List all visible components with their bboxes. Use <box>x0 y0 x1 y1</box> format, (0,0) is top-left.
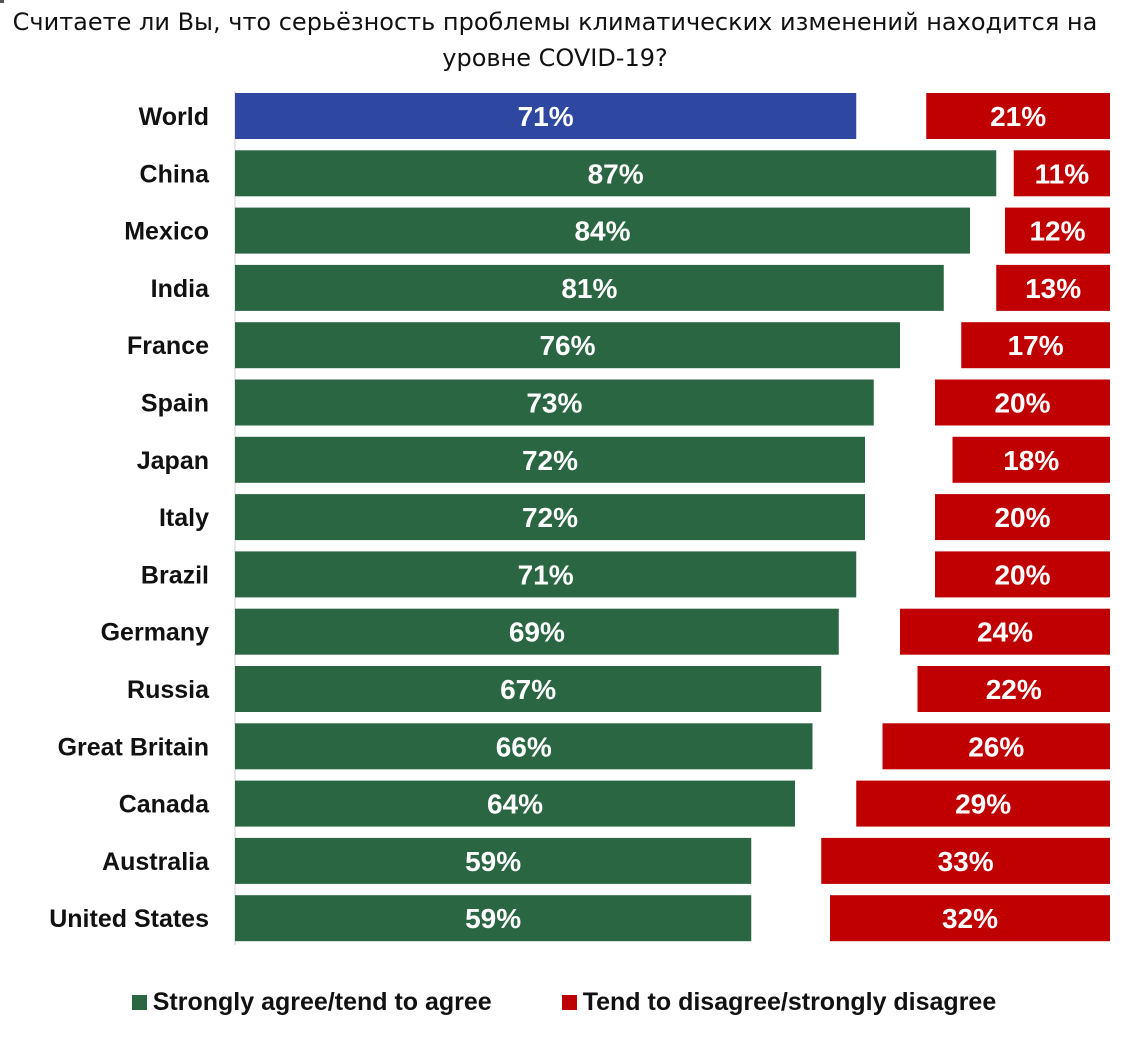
value-label-agree-great-britain: 66% <box>496 731 552 762</box>
bar-agree-italy <box>235 494 865 541</box>
value-label-agree-italy: 72% <box>522 502 578 533</box>
value-label-agree-canada: 64% <box>487 789 543 820</box>
category-label-germany: Germany <box>101 619 209 647</box>
category-label-japan: Japan <box>137 447 209 475</box>
value-label-disagree-italy: 20% <box>994 502 1050 533</box>
category-label-russia: Russia <box>127 676 210 704</box>
bar-agree-great-britain <box>235 723 813 770</box>
legend-swatch-agree <box>131 995 147 1010</box>
bar-agree-spain <box>235 379 874 426</box>
legend-swatch-disagree <box>561 995 577 1010</box>
category-label-world: World <box>139 103 209 131</box>
bar-disagree-canada <box>856 780 1110 827</box>
category-label-united-states: United States <box>49 905 209 933</box>
bar-disagree-italy <box>935 494 1110 541</box>
value-label-disagree-india: 13% <box>1025 273 1081 304</box>
value-label-disagree-japan: 18% <box>1003 445 1059 476</box>
value-label-agree-united-states: 59% <box>465 903 521 934</box>
value-label-disagree-germany: 24% <box>977 617 1033 648</box>
value-label-disagree-brazil: 20% <box>994 559 1050 590</box>
value-label-disagree-mexico: 12% <box>1029 216 1085 247</box>
bar-chart: World 71% 21% China 87% 11% Mexico 84% 12% India 8… <box>49 91 1110 946</box>
bar-agree-world <box>235 93 857 139</box>
category-label-mexico: Mexico <box>124 218 209 246</box>
value-label-disagree-russia: 22% <box>986 674 1042 705</box>
legend-item-disagree: Tend to disagree/strongly disagree <box>561 988 997 1017</box>
bar-disagree-great-britain <box>882 723 1110 770</box>
category-label-brazil: Brazil <box>141 561 209 589</box>
bar-disagree-mexico <box>1005 207 1110 254</box>
bar-disagree-france <box>961 322 1110 369</box>
bar-agree-mexico <box>235 207 970 254</box>
value-label-disagree-australia: 33% <box>938 846 994 877</box>
bar-disagree-spain <box>935 379 1110 426</box>
value-label-agree-russia: 67% <box>500 674 556 705</box>
value-label-disagree-china: 11% <box>1035 158 1090 189</box>
bar-disagree-germany <box>900 608 1110 655</box>
bar-agree-brazil <box>235 551 857 598</box>
legend-item-agree: Strongly agree/tend to agree <box>131 988 492 1017</box>
category-label-italy: Italy <box>159 504 209 532</box>
bar-agree-russia <box>235 666 822 712</box>
value-label-disagree-great-britain: 26% <box>968 731 1024 762</box>
bar-agree-canada <box>235 780 795 827</box>
chart-title: Считаете ли Вы, что серьёзность проблемы… <box>12 8 1098 72</box>
bar-agree-japan <box>235 436 865 483</box>
category-label-great-britain: Great Britain <box>58 733 209 761</box>
bar-disagree-india <box>996 264 1110 311</box>
bar-agree-united-states <box>235 895 752 942</box>
value-label-disagree-spain: 20% <box>994 388 1050 419</box>
category-label-spain: Spain <box>141 390 209 418</box>
bar-agree-australia <box>235 837 752 884</box>
category-label-france: France <box>127 332 209 360</box>
value-label-disagree-canada: 29% <box>955 789 1011 820</box>
value-label-disagree-france: 17% <box>1008 330 1064 361</box>
value-label-agree-japan: 72% <box>522 445 578 476</box>
bar-agree-india <box>235 264 944 311</box>
value-label-agree-france: 76% <box>539 330 595 361</box>
bar-disagree-japan <box>952 436 1110 483</box>
value-label-agree-spain: 73% <box>526 388 582 419</box>
bar-agree-germany <box>235 608 839 655</box>
bar-agree-china <box>235 150 997 197</box>
value-label-agree-australia: 59% <box>465 846 521 877</box>
category-label-australia: Australia <box>102 848 210 876</box>
value-label-agree-brazil: 71% <box>518 559 574 590</box>
value-label-agree-india: 81% <box>561 273 617 304</box>
bar-disagree-world <box>926 93 1110 139</box>
value-label-disagree-united-states: 32% <box>942 903 998 934</box>
legend: Strongly agree/tend to agree Tend to dis… <box>0 988 1128 1017</box>
bar-disagree-china <box>1013 150 1110 197</box>
bar-disagree-united-states <box>830 895 1110 942</box>
value-label-agree-china: 87% <box>588 158 644 189</box>
corner-mark <box>0 0 4 3</box>
legend-label-agree: Strongly agree/tend to agree <box>152 988 492 1016</box>
bar-disagree-brazil <box>935 551 1110 598</box>
category-label-india: India <box>151 275 210 303</box>
value-label-agree-mexico: 84% <box>574 216 630 247</box>
bar-disagree-australia <box>821 837 1110 884</box>
value-label-disagree-world: 21% <box>990 101 1046 132</box>
bar-disagree-russia <box>917 666 1110 712</box>
category-label-china: China <box>140 160 211 188</box>
value-label-agree-germany: 69% <box>509 617 565 648</box>
value-label-agree-world: 71% <box>518 101 574 132</box>
category-label-canada: Canada <box>119 791 210 819</box>
legend-label-disagree: Tend to disagree/strongly disagree <box>582 988 997 1016</box>
bar-agree-france <box>235 322 900 369</box>
